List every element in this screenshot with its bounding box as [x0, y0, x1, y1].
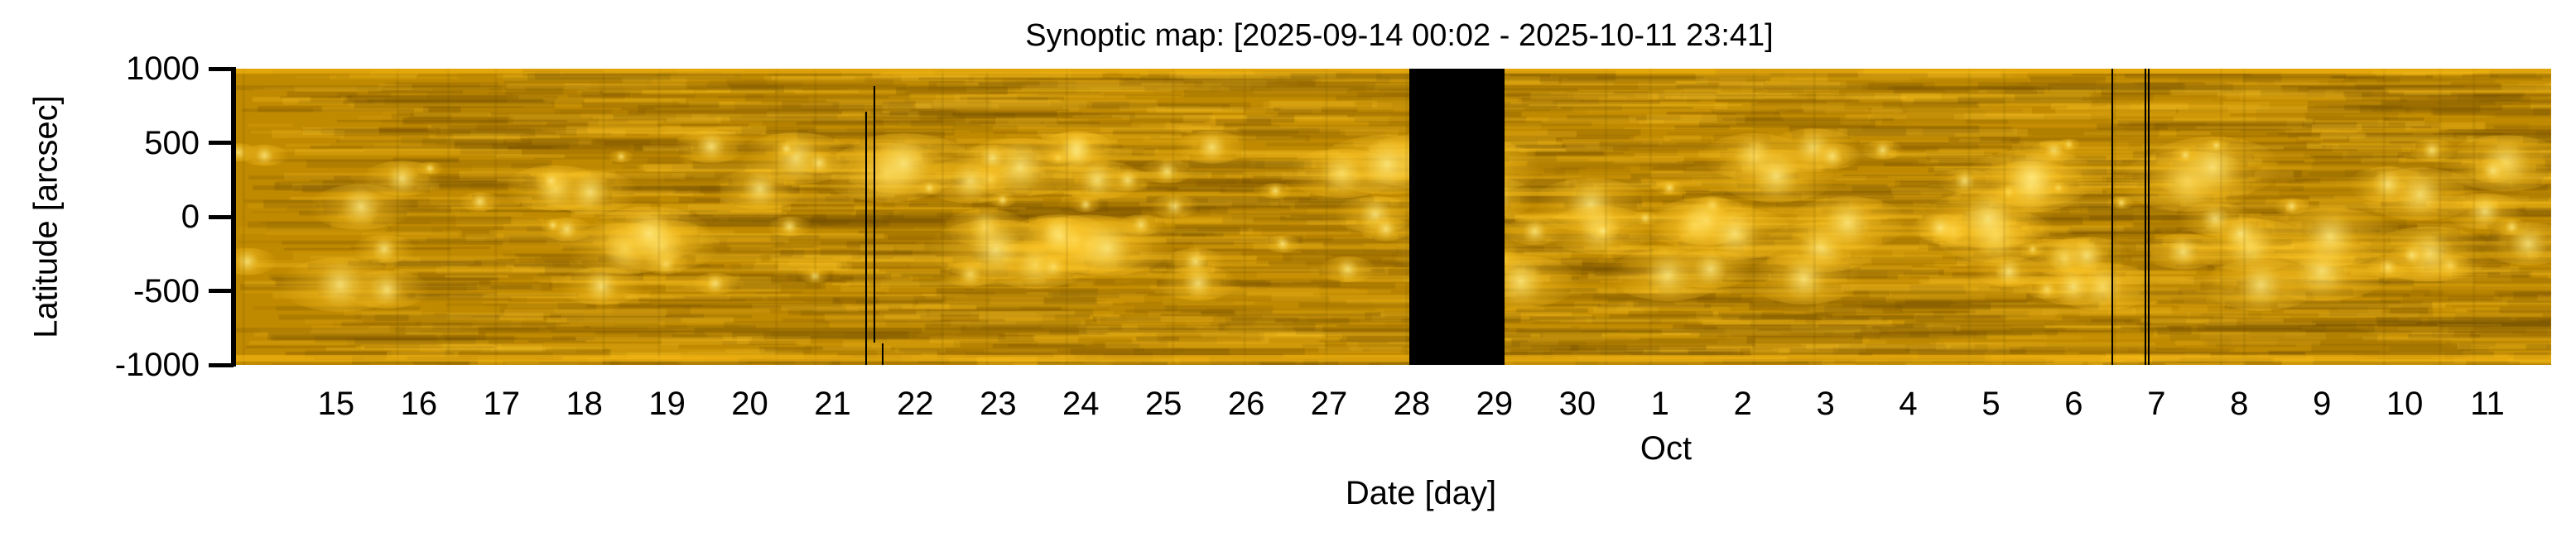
y-tick-mark	[209, 289, 234, 293]
x-tick-label: 16	[400, 386, 438, 422]
x-tick-label: 18	[566, 386, 603, 422]
x-tick-label: 5	[1981, 386, 2001, 422]
data-gap-region	[1408, 69, 1505, 365]
x-tick-label: 20	[731, 386, 768, 422]
x-tick-label: 29	[1476, 386, 1514, 422]
y-tick-label: 1000	[126, 50, 200, 87]
x-tick-label: 23	[980, 386, 1017, 422]
x-tick-label: 21	[814, 386, 851, 422]
y-tick-mark	[209, 141, 234, 145]
missing-frame-line	[2148, 69, 2150, 365]
x-tick-label: 8	[2230, 386, 2249, 422]
x-tick-label: 25	[1144, 386, 1182, 422]
y-tick-mark	[209, 66, 234, 71]
y-tick-label: 500	[144, 124, 200, 161]
missing-frame-line	[2111, 69, 2114, 365]
x-tick-label: 7	[2147, 386, 2166, 422]
y-axis-label: Latitude [arcsec]	[27, 95, 65, 338]
x-tick-label: 28	[1393, 386, 1431, 422]
synoptic-map-plot	[234, 69, 2551, 365]
chart-title: Synoptic map: [2025-09-14 00:02 - 2025-1…	[1025, 18, 1774, 53]
x-axis-label: Date [day]	[1345, 475, 1497, 511]
x-tick-label: 6	[2064, 386, 2083, 422]
month-label: Oct	[1639, 430, 1692, 467]
x-tick-label: 22	[897, 386, 934, 422]
missing-frame-line	[865, 112, 868, 365]
y-tick-mark	[209, 362, 234, 367]
x-tick-label: 27	[1310, 386, 1348, 422]
x-tick-label: 30	[1558, 386, 1596, 422]
missing-frame-line	[2145, 69, 2147, 365]
x-tick-label: 26	[1227, 386, 1265, 422]
y-tick-label: 0	[181, 199, 200, 235]
x-tick-label: 11	[2470, 386, 2505, 422]
x-tick-label: 19	[648, 386, 686, 422]
missing-frame-line	[882, 343, 884, 365]
x-tick-label: 1	[1650, 386, 1669, 422]
x-tick-label: 3	[1816, 386, 1835, 422]
x-tick-label: 10	[2386, 386, 2424, 422]
synoptic-map-image	[234, 69, 2551, 365]
x-tick-label: 15	[317, 386, 355, 422]
x-tick-label: 2	[1733, 386, 1752, 422]
y-tick-mark	[209, 214, 234, 219]
y-axis-spine	[231, 67, 236, 367]
x-tick-label: 24	[1062, 386, 1100, 422]
missing-frame-line	[874, 86, 876, 343]
x-tick-label: 4	[1899, 386, 1918, 422]
y-tick-label: -500	[132, 272, 200, 309]
x-tick-label: 17	[483, 386, 521, 422]
x-tick-label: 9	[2313, 386, 2332, 422]
y-tick-label: -1000	[114, 347, 200, 383]
